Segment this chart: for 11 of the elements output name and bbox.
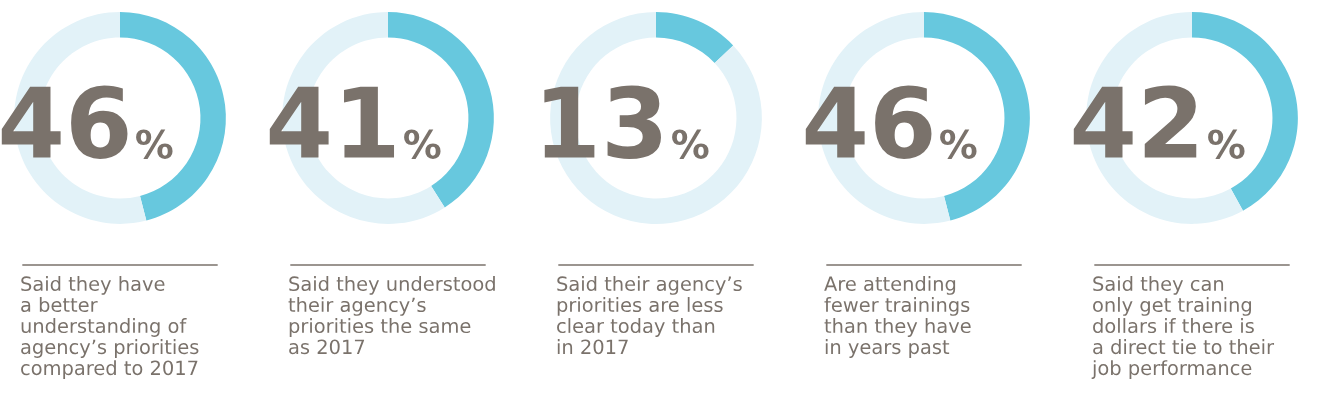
text: 42%: [1073, 85, 1245, 159]
text: Said they understood their agency’s priorities the same as 2017: [288, 276, 495, 355]
text: 41%: [269, 86, 441, 159]
text: Said they have a better understanding of agency’s priorities compared to 2017: [21, 276, 199, 379]
text: Said their agency’s priorities are less clear today than in 2017: [557, 276, 742, 355]
text: 46%: [805, 85, 977, 159]
donut-slice: [656, 12, 734, 63]
text: 13%: [544, 85, 709, 159]
text: Are attending fewer trainings than they have in years past: [824, 276, 971, 358]
text: Said they can only get training dollars if there is a direct tie to their job performance: [1091, 276, 1275, 379]
text: 46%: [1, 85, 173, 159]
